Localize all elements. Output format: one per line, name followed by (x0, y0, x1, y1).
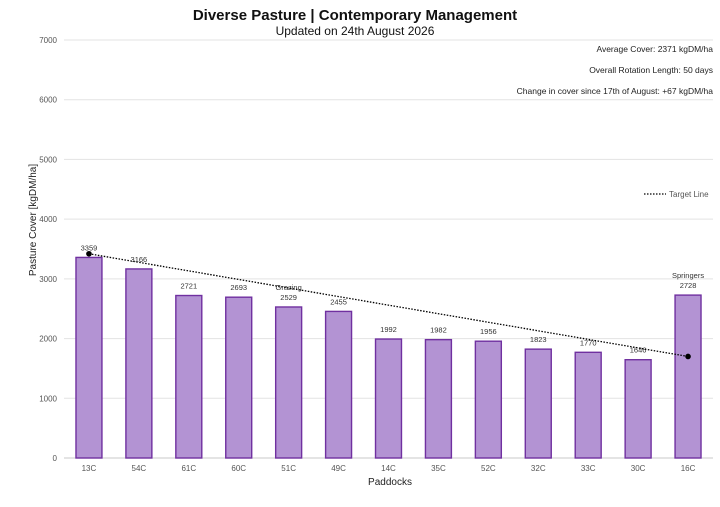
x-tick-label-60c: 60C (231, 464, 246, 473)
x-tick-label-35c: 35C (431, 464, 446, 473)
data-labels: 3359 3166 2721 2693 2529 2455 1992 1982 1956 1823… (81, 243, 705, 354)
data-label-32c: 1823 (530, 335, 547, 344)
info-panel: Average Cover: 2371 kgDM/ha Overall Rota… (517, 44, 714, 96)
data-label-35c: 1982 (430, 326, 447, 335)
y-tick-label-3000: 3000 (39, 275, 57, 284)
x-tick-label-32c: 32C (531, 464, 546, 473)
data-label-33c: 1770 (580, 338, 597, 347)
chart-subtitle: Updated on 24th August 2026 (276, 24, 435, 38)
bar-52c (474, 340, 503, 459)
bar-32c (524, 348, 552, 459)
data-label-49c: 2455 (330, 297, 347, 306)
bar-61c (175, 294, 203, 459)
data-label-30c: 1646 (630, 346, 647, 355)
annotation-grazing: Grazing (276, 283, 302, 292)
annotation-springers: Springers (672, 271, 704, 280)
info-cover-change: Change in cover since 17th of August: +6… (517, 86, 714, 96)
y-tick-label-7000: 7000 (39, 36, 57, 45)
target-line (86, 250, 691, 360)
x-tick-label-51c: 51C (281, 464, 296, 473)
bar-54c (125, 268, 153, 459)
x-tick-label-30c: 30C (631, 464, 646, 473)
y-tick-label-1000: 1000 (39, 394, 57, 403)
bar-49c (324, 310, 353, 459)
x-tick-label-52c: 52C (481, 464, 496, 473)
target-line-start-point (86, 250, 92, 257)
data-label-54c: 3166 (131, 255, 148, 264)
data-label-14c: 1992 (380, 325, 397, 334)
data-label-52c: 1956 (480, 327, 497, 336)
x-tick-label-49c: 49C (331, 464, 346, 473)
x-tick-label-13c: 13C (82, 464, 97, 473)
bars (75, 256, 702, 459)
legend-target-line-label: Target Line (669, 190, 709, 199)
y-tick-label-6000: 6000 (39, 96, 57, 105)
bar-16c (674, 294, 702, 459)
y-tick-label-5000: 5000 (39, 155, 57, 164)
chart-title: Diverse Pasture | Contemporary Managemen… (193, 7, 517, 24)
legend: Target Line (644, 190, 709, 199)
data-label-60c: 2693 (230, 283, 247, 292)
y-axis-title: Pasture Cover [kgDM/ha] (28, 164, 39, 276)
x-tick-label-14c: 14C (381, 464, 396, 473)
y-tick-label-0: 0 (53, 454, 58, 463)
x-tick-label-16c: 16C (681, 464, 696, 473)
x-axis-ticks: 13C 54C 61C 60C 51C 49C 14C 35C 52C 32C 33C 30C 16C (82, 464, 696, 473)
bar-60c (225, 296, 253, 459)
bar-33c (574, 351, 602, 459)
target-line-path (88, 253, 689, 358)
target-line-end-point (685, 353, 691, 360)
bar-35c (424, 338, 453, 459)
data-label-13c: 3359 (81, 243, 98, 252)
y-tick-label-4000: 4000 (39, 215, 57, 224)
bar-51c (274, 306, 303, 459)
info-average-cover: Average Cover: 2371 kgDM/ha (596, 44, 713, 54)
data-label-51c: 2529 (280, 293, 297, 302)
bar-13c (75, 256, 103, 459)
bar-14c (374, 338, 403, 459)
y-axis-ticks: 0 1000 2000 3000 4000 5000 6000 7000 (39, 36, 57, 463)
info-rotation-length: Overall Rotation Length: 50 days (589, 65, 713, 75)
y-tick-label-2000: 2000 (39, 335, 57, 344)
x-tick-label-61c: 61C (181, 464, 196, 473)
bar-30c (624, 359, 652, 459)
x-tick-label-54c: 54C (132, 464, 147, 473)
x-axis-title: Paddocks (368, 477, 412, 488)
data-label-16c: 2728 (680, 281, 697, 290)
data-label-61c: 2721 (180, 282, 197, 291)
x-tick-label-33c: 33C (581, 464, 596, 473)
